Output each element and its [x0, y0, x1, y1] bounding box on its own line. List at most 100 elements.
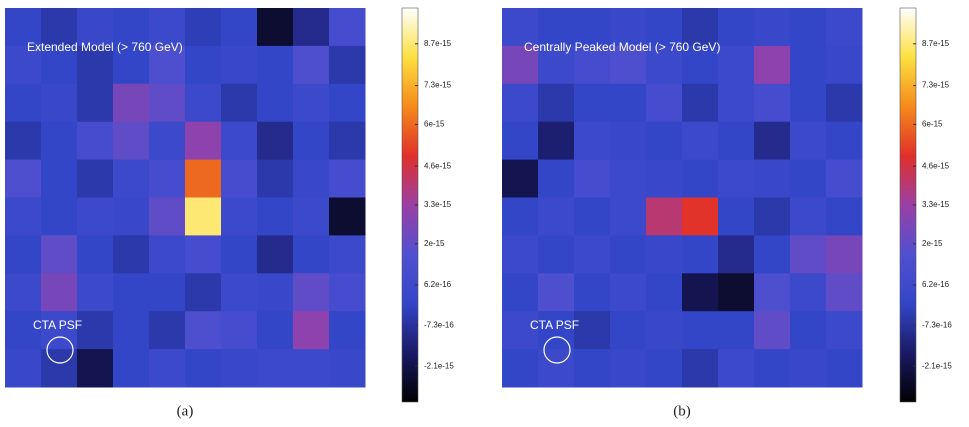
heatmap-cell	[77, 45, 114, 85]
heatmap-cell	[502, 121, 539, 161]
heatmap-cell	[185, 197, 222, 236]
heatmap-cell	[790, 83, 827, 123]
heatmap-cell	[754, 235, 791, 274]
heatmap-cell	[329, 311, 366, 350]
colorbar-tick-label: 2e-15	[922, 239, 943, 248]
heatmap-cell	[502, 8, 539, 47]
heatmap-cell	[502, 349, 539, 388]
heatmap-cell	[754, 45, 791, 85]
heatmap-cell	[610, 8, 647, 47]
heatmap-cell	[754, 349, 791, 388]
heatmap-cell	[113, 121, 150, 161]
heatmap-cell	[77, 197, 114, 236]
heatmap-cell	[77, 273, 114, 312]
colorbar-tick-label: 3.3e-15	[922, 200, 950, 209]
heatmap-cell	[574, 8, 611, 47]
heatmap-cell	[538, 121, 575, 161]
heatmap-cell	[293, 311, 330, 350]
heatmap-cell	[790, 235, 827, 274]
heatmap-cell	[149, 349, 186, 388]
heatmap-cell	[149, 273, 186, 312]
heatmap-cell	[682, 121, 719, 161]
heatmap-cell	[790, 349, 827, 388]
heatmap-cell	[5, 8, 42, 47]
heatmap-cell	[5, 311, 42, 350]
heatmap-cell	[293, 45, 330, 85]
heatmap-cell	[185, 235, 222, 274]
colorbar-tick-label: 6e-15	[922, 120, 943, 129]
colorbar-tick-label: -7.3e-16	[424, 320, 454, 329]
heatmap-cell	[682, 235, 719, 274]
heatmap-cell	[718, 8, 755, 47]
heatmap-cell	[754, 159, 791, 198]
heatmap-cell	[41, 45, 78, 85]
heatmap-cell	[257, 8, 294, 47]
heatmap-cell	[221, 197, 258, 236]
heatmap-cell	[718, 235, 755, 274]
heatmap-cell	[754, 311, 791, 350]
heatmap-cell	[149, 45, 186, 85]
colorbar-tick-label: 8.7e-15	[424, 39, 452, 48]
heatmap-cell	[610, 197, 647, 236]
heatmap-cell	[257, 45, 294, 85]
heatmap-cell	[41, 83, 78, 123]
heatmap-cell	[41, 235, 78, 274]
heatmap-cell	[754, 121, 791, 161]
heatmap-cell	[77, 121, 114, 161]
heatmap-cell	[149, 311, 186, 350]
heatmap-cell	[538, 83, 575, 123]
heatmap-cell	[502, 273, 539, 312]
heatmap-cell	[185, 349, 222, 388]
heatmap-cell	[329, 83, 366, 123]
heatmap-cell	[329, 45, 366, 85]
heatmap-cell	[257, 311, 294, 350]
map-title: Extended Model (> 760 GeV)	[27, 40, 183, 54]
colorbar-tick-label: 8.7e-15	[922, 39, 950, 48]
heatmap-cell	[149, 8, 186, 47]
psf-label: CTA PSF	[530, 318, 579, 332]
heatmap-cell	[149, 235, 186, 274]
heatmap-cell	[682, 83, 719, 123]
colorbar-tick-label: 6.2e-16	[922, 280, 950, 289]
heatmap-cell	[682, 273, 719, 312]
heatmap-cell	[257, 83, 294, 123]
heatmap-cell	[221, 45, 258, 85]
heatmap-cell	[610, 273, 647, 312]
heatmap-cell	[826, 235, 863, 274]
heatmap-cell	[185, 8, 222, 47]
heatmap-cell	[293, 235, 330, 274]
heatmap-cell	[754, 8, 791, 47]
heatmap-cell	[574, 197, 611, 236]
heatmap-cell	[538, 197, 575, 236]
heatmap-cell	[77, 349, 114, 388]
heatmap-cell	[185, 45, 222, 85]
heatmap-cell	[257, 197, 294, 236]
heatmap-cell	[790, 8, 827, 47]
colorbar-tick-label: 3.3e-15	[424, 200, 452, 209]
heatmap-cell	[293, 8, 330, 47]
heatmap-cell	[113, 159, 150, 198]
heatmap-cell	[502, 45, 539, 85]
heatmap-cell	[329, 235, 366, 274]
heatmap-cell	[646, 197, 683, 236]
heatmap-cell	[718, 121, 755, 161]
heatmap-cell	[610, 83, 647, 123]
heatmap-cell	[826, 197, 863, 236]
heatmap-cell	[718, 159, 755, 198]
heatmap-cell	[718, 83, 755, 123]
heatmap-cell	[113, 311, 150, 350]
heatmap-cell	[502, 235, 539, 274]
heatmap-cell	[610, 159, 647, 198]
heatmap-cell	[5, 159, 42, 198]
heatmap-cell	[826, 159, 863, 198]
colorbar-tick-label: 6.2e-16	[424, 280, 452, 289]
heatmap-cell	[646, 235, 683, 274]
heatmap-cell	[41, 197, 78, 236]
heatmap-cell	[682, 159, 719, 198]
colorbar-tick-label: 4.6e-15	[922, 161, 950, 170]
heatmap-cell	[149, 197, 186, 236]
heatmap-cell	[718, 273, 755, 312]
heatmap-cell	[5, 121, 42, 161]
heatmap-cell	[718, 197, 755, 236]
heatmap-cell	[574, 273, 611, 312]
